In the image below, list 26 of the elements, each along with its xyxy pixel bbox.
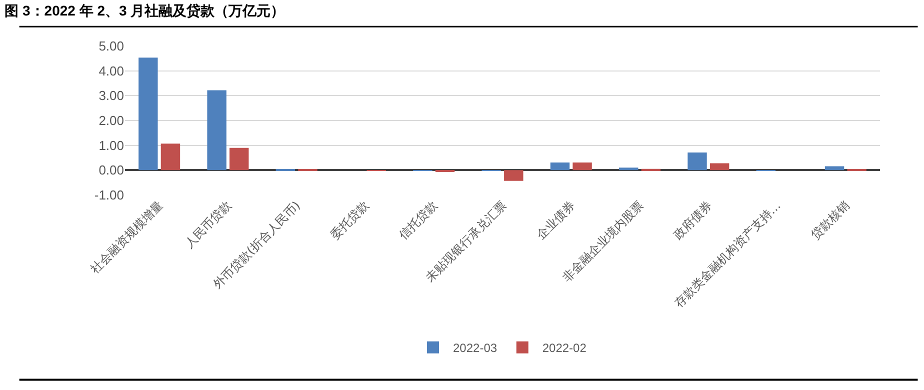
x-tick-label: 人民币贷款 (182, 198, 234, 251)
x-tick-label: 企业债券 (534, 198, 578, 242)
y-tick-label: 3.00 (98, 88, 124, 104)
bar (550, 162, 570, 170)
y-tick-label: 0.00 (98, 162, 124, 178)
x-tick-label: 政府债券 (670, 198, 715, 242)
x-tick-label: 信托贷款 (396, 198, 440, 242)
bar (230, 148, 249, 170)
x-tick-label: 委托贷款 (328, 198, 372, 242)
bar (207, 90, 226, 170)
bar (710, 163, 730, 170)
y-tick-label: 1.00 (98, 138, 124, 153)
legend-label: 2022-03 (453, 341, 498, 356)
bar (619, 168, 638, 170)
y-tick-label: 4.00 (98, 63, 124, 78)
bar (504, 170, 524, 181)
x-tick-label: 贷款核销 (808, 198, 852, 242)
bar (138, 58, 158, 170)
bar (160, 144, 180, 170)
bar (688, 152, 707, 170)
y-tick-label: 2.00 (98, 113, 124, 128)
y-tick-label: 5.00 (98, 38, 124, 54)
bar (572, 162, 592, 170)
legend-label: 2022-02 (542, 341, 587, 356)
bar (824, 166, 844, 170)
chart-title: 图 3：2022 年 2、3 月社融及贷款（万亿元） (4, 2, 285, 19)
